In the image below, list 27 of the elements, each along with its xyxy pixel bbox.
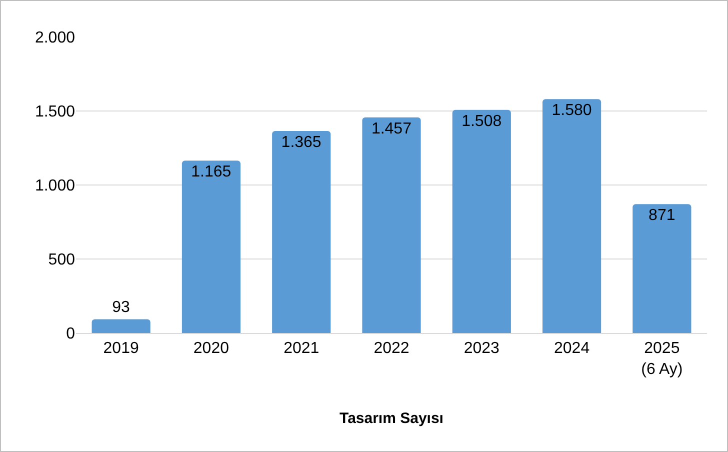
data-label: 1.165: [191, 164, 232, 181]
y-tick-label: 500: [48, 252, 76, 269]
x-tick-label: 2023: [464, 340, 500, 358]
x-tick-label: 2020: [193, 340, 230, 358]
data-label: 1.365: [281, 134, 322, 151]
x-tick-label: 2024: [554, 340, 590, 358]
data-label: 1.457: [371, 120, 412, 138]
y-tick-label: 1.000: [34, 178, 76, 195]
x-tick-label: 2021: [284, 340, 320, 358]
data-label: 93: [112, 299, 130, 316]
x-tick-label: 2022: [374, 340, 410, 358]
bar: [92, 319, 150, 333]
data-label: 871: [648, 207, 676, 224]
x-axis-title: Tasarım Sayısı: [340, 410, 444, 427]
x-tick-label: 2025 (6 Ay): [641, 340, 683, 378]
x-tick-label: 2019: [103, 340, 139, 358]
bar: [632, 204, 692, 333]
y-tick-label: 0: [66, 326, 76, 343]
y-tick-label: 1.500: [34, 104, 76, 121]
bar: [362, 117, 421, 333]
bar: [452, 110, 511, 333]
data-label: 1.580: [552, 102, 592, 120]
y-tick-label: 2.000: [34, 30, 76, 47]
bar: [182, 160, 241, 333]
bar: [542, 99, 602, 333]
data-label: 1.508: [462, 112, 502, 130]
bar: [272, 130, 331, 333]
